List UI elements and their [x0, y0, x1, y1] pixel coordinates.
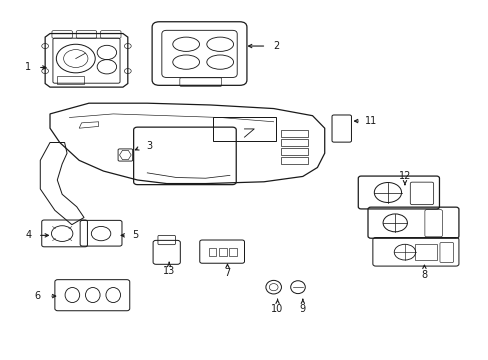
Bar — [281, 130, 307, 137]
Text: 12: 12 — [398, 171, 410, 181]
Text: 13: 13 — [163, 266, 175, 276]
Text: 6: 6 — [35, 291, 41, 301]
Bar — [281, 148, 307, 155]
Text: 10: 10 — [271, 303, 283, 314]
Text: 3: 3 — [146, 141, 152, 151]
Bar — [281, 139, 307, 146]
Text: 5: 5 — [132, 230, 138, 240]
Bar — [57, 76, 84, 84]
Bar — [212, 117, 276, 141]
Bar — [228, 248, 236, 256]
Bar — [208, 248, 216, 256]
Text: 11: 11 — [364, 116, 376, 126]
Bar — [281, 157, 307, 164]
Text: 1: 1 — [25, 63, 31, 72]
Text: 7: 7 — [224, 268, 230, 278]
Text: 8: 8 — [421, 270, 427, 280]
Bar — [414, 244, 436, 260]
Text: 2: 2 — [272, 41, 279, 51]
Text: 4: 4 — [25, 230, 31, 240]
Bar — [218, 248, 226, 256]
Text: 9: 9 — [299, 303, 305, 314]
